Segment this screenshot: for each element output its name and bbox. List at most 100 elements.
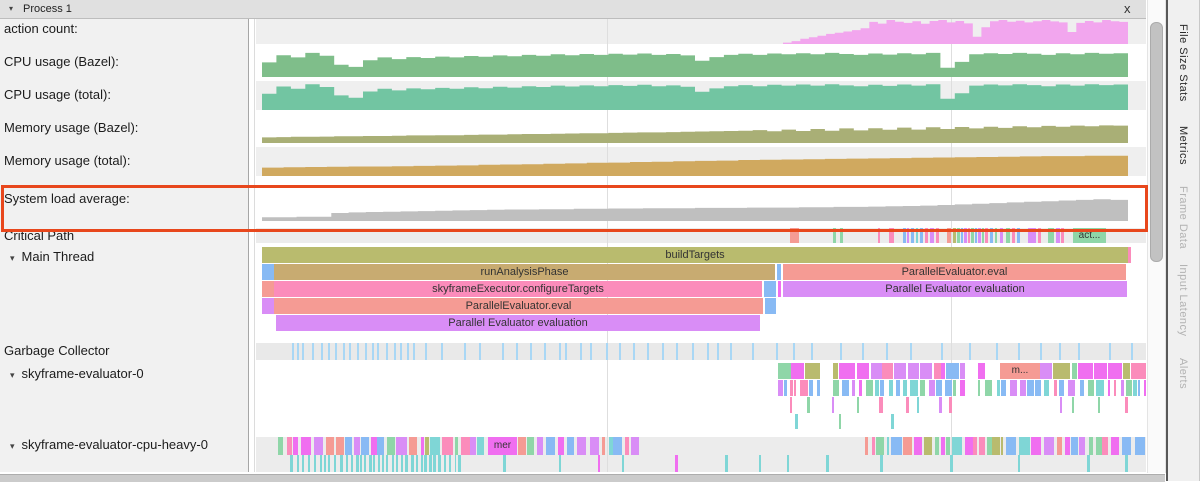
skyframe-evaluator-0-slice[interactable] [1107, 380, 1110, 396]
skyframe-evaluator-cpu-heavy-0-slice[interactable] [360, 455, 363, 472]
skyframe-evaluator-0-slice[interactable] [880, 380, 885, 396]
skyframe-evaluator-cpu-heavy-0-slice[interactable] [964, 437, 974, 455]
skyframe-evaluator-cpu-heavy-0-slice[interactable] [950, 455, 953, 472]
skyframe-evaluator-0-slice[interactable] [1097, 397, 1100, 413]
tab-file-size-stats[interactable]: File Size Stats [1177, 24, 1189, 102]
skyframe-evaluator-0-slice[interactable] [905, 397, 909, 413]
skyframe-evaluator-0-slice[interactable] [996, 380, 1000, 396]
skyframe-evaluator-cpu-heavy-0-slice[interactable] [458, 455, 461, 472]
critical-path-slice[interactable] [916, 228, 918, 243]
skyframe-evaluator-0-slice[interactable] [841, 380, 849, 396]
skyframe-evaluator-cpu-heavy-0-slice[interactable] [336, 437, 344, 455]
critical-path-slice[interactable] [925, 228, 928, 243]
skyframe-evaluator-cpu-heavy-0-slice[interactable] [1087, 455, 1090, 472]
skyframe-evaluator-0-slice[interactable] [1088, 380, 1095, 396]
skyframe-evaluator-cpu-heavy-0-slice[interactable] [826, 455, 829, 472]
skyframe-evaluator-0-slice[interactable] [800, 380, 808, 396]
collapse-triangle-icon[interactable]: ▾ [10, 370, 15, 380]
skyframe-evaluator-cpu-heavy-0-slice[interactable] [415, 455, 418, 472]
action-count-chart[interactable] [783, 19, 1128, 44]
skyframe-evaluator-0-slice[interactable] [859, 380, 862, 396]
skyframe-evaluator-cpu-heavy-0-slice[interactable] [1095, 437, 1102, 455]
skyframe-evaluator-0-slice[interactable] [1124, 397, 1129, 413]
skyframe-evaluator-cpu-heavy-0-slice[interactable] [454, 437, 459, 455]
skyframe-evaluator-cpu-heavy-0-slice[interactable] [307, 455, 311, 472]
skyframe-evaluator-cpu-heavy-0-slice[interactable] [545, 437, 555, 455]
critical-path-slice[interactable] [1000, 228, 1003, 243]
skyframe-evaluator-cpu-heavy-0-slice[interactable] [424, 455, 427, 472]
skyframe-evaluator-0-slice[interactable] [804, 363, 820, 379]
gc-slice[interactable] [716, 343, 719, 360]
gc-slice[interactable] [605, 343, 608, 360]
skyframe-evaluator-cpu-heavy-0-slice[interactable] [1044, 437, 1055, 455]
skyframe-evaluator-cpu-heavy-0-slice[interactable] [377, 437, 385, 455]
skyframe-evaluator-0-slice[interactable] [1071, 397, 1075, 413]
skyframe-evaluator-0-slice[interactable] [783, 380, 788, 396]
gc-slice[interactable] [618, 343, 621, 360]
skyframe-evaluator-0-slice[interactable] [953, 380, 956, 396]
gc-slice[interactable] [348, 343, 351, 360]
skyframe-evaluator-0-slice[interactable] [856, 397, 859, 413]
gc-slice[interactable] [590, 343, 592, 360]
skyframe-evaluator-0-slice[interactable] [879, 397, 883, 413]
skyframe-evaluator-cpu-heavy-0-slice[interactable] [327, 455, 331, 472]
skyframe-evaluator-cpu-heavy-0-slice[interactable] [333, 455, 337, 472]
skyframe-evaluator-cpu-heavy-0-slice[interactable] [601, 437, 606, 455]
skyframe-evaluator-cpu-heavy-0-slice[interactable] [577, 437, 586, 455]
skyframe-evaluator-cpu-heavy-0-slice[interactable] [354, 437, 360, 455]
skyframe-evaluator-0-slice[interactable] [778, 380, 783, 396]
skyframe-evaluator-cpu-heavy-0-slice[interactable] [503, 455, 506, 472]
gc-slice[interactable] [312, 343, 315, 360]
gc-slice[interactable] [559, 343, 562, 360]
skyframe-evaluator-cpu-heavy-0-slice[interactable] [973, 437, 977, 455]
gc-slice[interactable] [1059, 343, 1062, 360]
skyframe-evaluator-0-slice[interactable] [839, 363, 856, 379]
skyframe-evaluator-cpu-heavy-0-slice[interactable] [675, 455, 678, 472]
main-thread-slice-buildtargets[interactable]: buildTargets [262, 247, 1128, 263]
skyframe-evaluator-cpu-heavy-0-slice[interactable] [326, 437, 335, 455]
skyframe-evaluator-0-slice[interactable] [816, 380, 820, 396]
skyframe-evaluator-0-slice[interactable] [1077, 363, 1093, 379]
skyframe-evaluator-0-slice[interactable] [789, 380, 793, 396]
skyframe-evaluator-0-slice[interactable] [909, 380, 918, 396]
gc-slice[interactable] [995, 343, 998, 360]
skyframe-evaluator-cpu-heavy-0-slice[interactable] [454, 455, 455, 472]
skyframe-evaluator-0-slice[interactable] [916, 397, 920, 413]
gc-slice[interactable] [909, 343, 912, 360]
gc-slice[interactable] [292, 343, 294, 360]
critical-path-slice[interactable] [995, 228, 997, 243]
critical-path-slice[interactable] [911, 228, 914, 243]
gc-slice[interactable] [1109, 343, 1111, 360]
mem-bazel-chart[interactable] [262, 114, 1128, 143]
skyframe-evaluator-0-slice[interactable] [1027, 380, 1035, 396]
skyframe-evaluator-cpu-heavy-0-slice[interactable] [518, 437, 527, 455]
skyframe-evaluator-0-slice[interactable] [935, 380, 942, 396]
skyframe-evaluator-0-slice[interactable] [851, 380, 856, 396]
skyframe-evaluator-0-slice[interactable] [907, 363, 919, 379]
skyframe-evaluator-0-slice[interactable] [1113, 380, 1117, 396]
skyframe-evaluator-cpu-heavy-0-slice[interactable] [1134, 437, 1146, 455]
skyframe-evaluator-cpu-heavy-0-slice[interactable] [871, 437, 875, 455]
gc-slice[interactable] [297, 343, 300, 360]
gc-slice[interactable] [968, 343, 971, 360]
skyframe-evaluator-0-slice[interactable] [895, 380, 901, 396]
skyframe-evaluator-cpu-heavy-0-slice[interactable] [411, 455, 414, 472]
skyframe-evaluator-0-slice[interactable] [959, 380, 965, 396]
gc-slice[interactable] [676, 343, 679, 360]
skyframe-evaluator-0-slice[interactable] [948, 397, 952, 413]
skyframe-evaluator-cpu-heavy-0-slice[interactable] [991, 437, 1000, 455]
gc-slice[interactable] [885, 343, 888, 360]
skyframe-evaluator-0-slice[interactable] [1068, 380, 1076, 396]
skyframe-evaluator-0-slice[interactable] [941, 363, 945, 379]
critical-path-slice[interactable] [907, 228, 909, 243]
sys-load-chart[interactable] [262, 188, 1128, 221]
skyframe-evaluator-cpu-heavy-0-slice[interactable] [725, 455, 728, 472]
gc-slice[interactable] [1017, 343, 1020, 360]
skyframe-evaluator-cpu-heavy-0-slice[interactable] [421, 437, 424, 455]
skyframe-evaluator-cpu-heavy-0-slice[interactable] [1078, 437, 1085, 455]
gc-slice[interactable] [302, 343, 305, 360]
gc-slice[interactable] [662, 343, 665, 360]
main-thread-slice[interactable] [262, 298, 274, 314]
critical-path-slice[interactable] [1012, 228, 1015, 243]
skyframe-evaluator-0-slice[interactable] [778, 363, 791, 379]
